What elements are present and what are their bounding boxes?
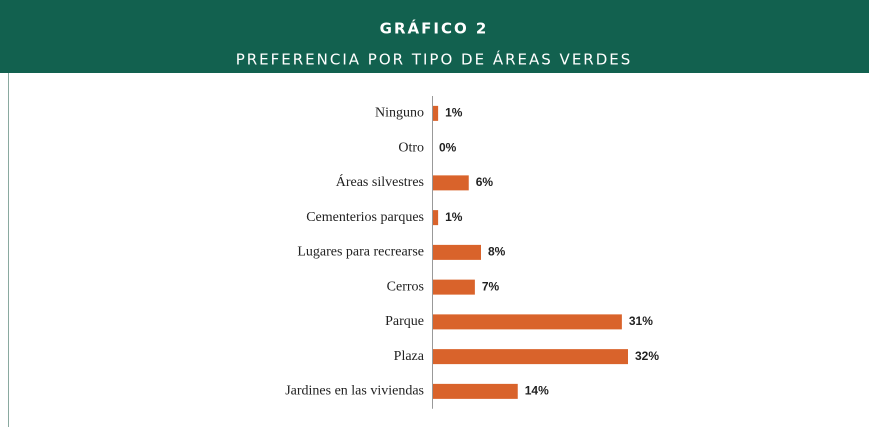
chart-subtitle: PREFERENCIA POR TIPO DE ÁREAS VERDES — [236, 50, 633, 69]
bar — [432, 314, 622, 330]
category-label: Parque — [385, 314, 424, 329]
value-label: 32% — [635, 349, 659, 363]
category-label: Áreas silvestres — [336, 173, 424, 190]
bar — [432, 244, 481, 260]
value-label: 0% — [439, 140, 457, 154]
bar — [432, 175, 469, 191]
bar — [432, 105, 439, 121]
bar — [432, 349, 628, 365]
header — [0, 0, 869, 73]
value-label: 14% — [525, 384, 549, 398]
category-label: Ninguno — [375, 106, 424, 121]
bar — [432, 210, 439, 226]
value-label: 7% — [482, 279, 500, 293]
category-label: Cerros — [387, 279, 424, 294]
category-label: Plaza — [394, 349, 425, 364]
value-label: 8% — [488, 245, 506, 259]
category-label: Lugares para recrearse — [297, 245, 424, 260]
value-label: 1% — [445, 210, 463, 224]
value-label: 6% — [476, 175, 494, 189]
chart-title: GRÁFICO 2 — [380, 19, 489, 38]
bar — [432, 383, 518, 399]
category-label: Otro — [398, 140, 424, 155]
value-label: 31% — [629, 314, 653, 328]
bar — [432, 279, 475, 295]
category-label: Jardines en las viviendas — [285, 384, 424, 399]
category-label: Cementerios parques — [306, 210, 424, 225]
value-label: 1% — [445, 106, 463, 120]
